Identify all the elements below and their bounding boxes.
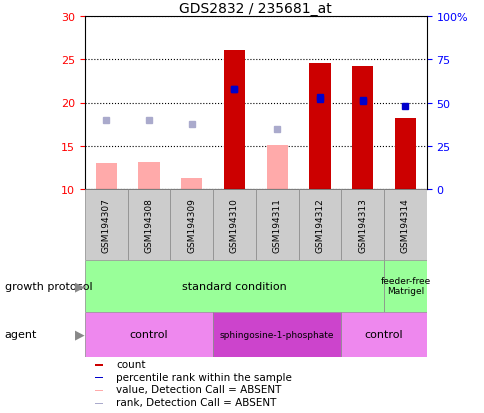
- Bar: [94, 377, 103, 379]
- Bar: [85, 190, 127, 260]
- Bar: [94, 364, 103, 366]
- Text: GSM194313: GSM194313: [358, 198, 366, 252]
- Bar: [138, 162, 159, 190]
- Text: count: count: [116, 359, 146, 369]
- Text: ▶: ▶: [75, 280, 85, 292]
- Bar: [127, 190, 170, 260]
- Bar: [341, 190, 383, 260]
- Text: ▶: ▶: [75, 328, 85, 341]
- Text: GSM194308: GSM194308: [144, 198, 153, 252]
- Text: GSM194312: GSM194312: [315, 198, 324, 252]
- Bar: [170, 190, 212, 260]
- Text: feeder-free
Matrigel: feeder-free Matrigel: [379, 276, 430, 296]
- Bar: [85, 312, 212, 357]
- Bar: [181, 179, 202, 190]
- Bar: [266, 146, 287, 190]
- Text: GSM194307: GSM194307: [102, 198, 110, 252]
- Text: rank, Detection Call = ABSENT: rank, Detection Call = ABSENT: [116, 397, 276, 407]
- Bar: [341, 312, 426, 357]
- Bar: [298, 190, 341, 260]
- Bar: [256, 190, 298, 260]
- Bar: [85, 260, 383, 312]
- Bar: [394, 119, 415, 190]
- Text: agent: agent: [5, 330, 37, 339]
- Text: control: control: [129, 330, 168, 339]
- Bar: [94, 403, 103, 404]
- Bar: [94, 390, 103, 392]
- Text: standard condition: standard condition: [182, 281, 286, 291]
- Bar: [309, 64, 330, 190]
- Bar: [383, 190, 426, 260]
- Text: sphingosine-1-phosphate: sphingosine-1-phosphate: [220, 330, 334, 339]
- Bar: [95, 164, 117, 190]
- Text: GSM194309: GSM194309: [187, 198, 196, 252]
- Bar: [212, 312, 341, 357]
- Bar: [223, 51, 244, 190]
- Bar: [351, 67, 373, 190]
- Text: control: control: [364, 330, 403, 339]
- Text: GSM194314: GSM194314: [400, 198, 409, 252]
- Text: growth protocol: growth protocol: [5, 281, 92, 291]
- Text: value, Detection Call = ABSENT: value, Detection Call = ABSENT: [116, 385, 281, 394]
- Text: percentile rank within the sample: percentile rank within the sample: [116, 372, 292, 382]
- Bar: [212, 190, 256, 260]
- Text: GSM194310: GSM194310: [229, 198, 239, 252]
- Text: GSM194311: GSM194311: [272, 198, 281, 252]
- Bar: [383, 260, 426, 312]
- Title: GDS2832 / 235681_at: GDS2832 / 235681_at: [179, 2, 332, 16]
